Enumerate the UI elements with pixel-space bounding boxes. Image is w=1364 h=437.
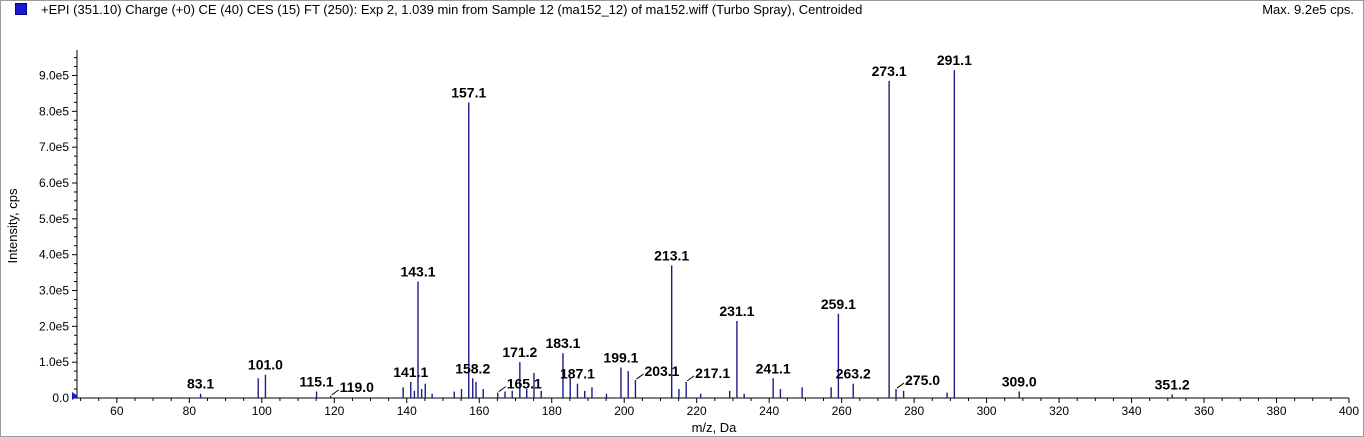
- peak-label: 309.0: [1002, 374, 1037, 390]
- x-tick-label: 180: [542, 404, 562, 418]
- peak-label: 183.1: [545, 335, 580, 351]
- peak-label: 291.1: [937, 52, 972, 68]
- series-legend-swatch[interactable]: [15, 3, 27, 15]
- peak-label: 275.0: [905, 372, 940, 388]
- peak-label: 115.1: [299, 374, 333, 390]
- y-tick-label: 6.0e5: [39, 176, 69, 190]
- x-tick-label: 360: [1194, 404, 1214, 418]
- peak-label: 141.1: [393, 364, 428, 380]
- peak-label: 199.1: [603, 350, 638, 366]
- peak-label-leader: [896, 382, 905, 389]
- peak-labels: 83.1 101.0 115.1 119.0 141.1 143.1 157.1 158.2 1…: [187, 52, 1190, 396]
- peak-label: 217.1: [695, 365, 730, 381]
- x-tick-label: 280: [904, 404, 924, 418]
- x-tick-label: 220: [687, 404, 707, 418]
- peak-label: 187.1: [560, 366, 595, 382]
- peak-label: 203.1: [644, 363, 679, 379]
- peak-label-leader: [331, 389, 339, 396]
- peak-label: 143.1: [400, 264, 435, 280]
- peak-label: 213.1: [654, 247, 689, 263]
- x-tick-label: 80: [183, 404, 197, 418]
- x-axis-label: m/z, Da: [692, 420, 738, 435]
- x-tick-label: 200: [614, 404, 634, 418]
- y-tick-label: 9.0e5: [39, 69, 69, 83]
- y-tick-label: 3.0e5: [39, 284, 69, 298]
- x-tick-label: 260: [832, 404, 852, 418]
- y-tick-label: 2.0e5: [39, 319, 69, 333]
- x-tick-label: 60: [110, 404, 124, 418]
- peak-label: 101.0: [248, 357, 283, 373]
- peak-label: 119.0: [340, 379, 374, 395]
- peak-label: 231.1: [719, 303, 754, 319]
- peak-label-leader: [636, 373, 644, 380]
- peak-label: 241.1: [756, 360, 791, 376]
- peak-label-leader: [498, 386, 507, 393]
- y-tick-label: 4.0e5: [39, 248, 69, 262]
- zoom-marker-icon[interactable]: [72, 392, 78, 400]
- spectrum-header: +EPI (351.10) Charge (+0) CE (40) CES (1…: [0, 0, 1364, 22]
- axes: 60 80 100 120 140 160 180 200 220 240 260 280 300 320…: [39, 50, 1359, 418]
- x-tick-label: 340: [1122, 404, 1142, 418]
- peak-label: 259.1: [821, 296, 856, 312]
- x-tick-label: 140: [397, 404, 417, 418]
- x-tick-label: 400: [1339, 404, 1359, 418]
- x-tick-label: 160: [469, 404, 489, 418]
- peak-label: 263.2: [836, 366, 871, 382]
- x-tick-label: 240: [759, 404, 779, 418]
- y-tick-label: 0.0: [52, 391, 69, 405]
- peak-label: 83.1: [187, 376, 214, 392]
- spectrum-title: +EPI (351.10) Charge (+0) CE (40) CES (1…: [41, 2, 863, 17]
- peak-label: 158.2: [455, 360, 490, 376]
- x-tick-label: 120: [324, 404, 344, 418]
- peak-label: 165.1: [507, 376, 542, 392]
- peak-label: 171.2: [502, 344, 537, 360]
- y-tick-label: 7.0e5: [39, 140, 69, 154]
- peak-label: 273.1: [872, 63, 907, 79]
- peak-label: 157.1: [451, 84, 486, 100]
- x-tick-label: 320: [1049, 404, 1069, 418]
- y-tick-label: 1.0e5: [39, 355, 69, 369]
- y-tick-label: 8.0e5: [39, 104, 69, 118]
- y-axis-label: Intensity, cps: [5, 188, 20, 263]
- x-tick-label: 380: [1267, 404, 1287, 418]
- y-tick-label: 5.0e5: [39, 212, 69, 226]
- peak-label-leader: [686, 375, 695, 382]
- peak-label: 351.2: [1155, 376, 1190, 392]
- max-intensity-label: Max. 9.2e5 cps.: [1262, 2, 1354, 17]
- x-tick-label: 300: [977, 404, 997, 418]
- x-tick-label: 100: [252, 404, 272, 418]
- peak-bars: [199, 70, 1173, 398]
